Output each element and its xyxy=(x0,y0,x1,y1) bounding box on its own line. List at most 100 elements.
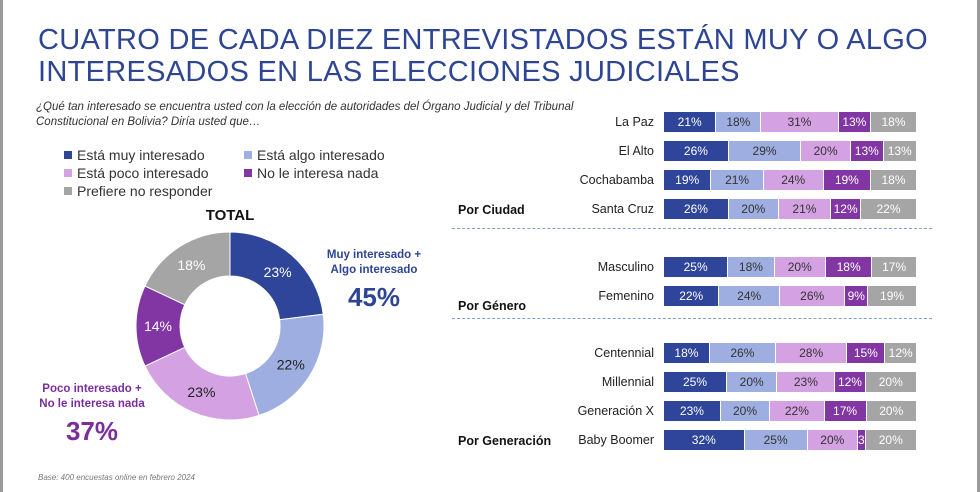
bar-segment-algo: 18% xyxy=(716,112,762,132)
bar-segment-nada: 13% xyxy=(838,112,872,132)
bar-segment-poco: 24% xyxy=(763,170,824,190)
callout-not-interested: Poco interesado + No le interesa nada 37… xyxy=(30,382,154,447)
donut-label-nr: 18% xyxy=(177,257,205,273)
bar-row: 19% 21% 24% 19% 18% xyxy=(664,170,916,190)
legend-item-nada: No le interesa nada xyxy=(244,164,378,182)
bar-segment-nada: 12% xyxy=(835,372,866,392)
bar-segment-algo: 29% xyxy=(728,141,802,161)
callout-interested-value: 45% xyxy=(347,282,401,312)
legend-label: No le interesa nada xyxy=(257,165,379,181)
bar-segment-algo: 21% xyxy=(711,170,764,190)
donut-label-nada: 14% xyxy=(144,318,172,334)
bar-segment-nada: 19% xyxy=(823,170,872,190)
group-label: Por Generación xyxy=(458,434,552,448)
row-label: Generación X xyxy=(577,404,654,418)
bar-segment-muy: 21% xyxy=(664,112,717,132)
bar-segment-poco: 22% xyxy=(770,401,825,421)
bar-segment-muy: 19% xyxy=(664,170,712,190)
group-divider xyxy=(452,228,932,229)
row-label: El Alto xyxy=(618,144,654,158)
donut-slice-nr xyxy=(144,231,231,306)
bar-segment-poco: 20% xyxy=(807,430,859,450)
bar-segment-nr: 22% xyxy=(861,199,916,219)
legend-item-muy: Está muy interesado xyxy=(64,146,205,164)
bar-row: 18% 26% 28% 15% 12% xyxy=(664,343,916,363)
donut-title: TOTAL xyxy=(205,207,255,224)
donut-label-algo: 22% xyxy=(277,357,305,373)
row-label: Santa Cruz xyxy=(591,202,654,216)
callout-not-interested-line2: No le interesa nada xyxy=(39,398,145,410)
bar-segment-nada: 13% xyxy=(851,141,884,161)
bar-segment-algo: 26% xyxy=(709,343,776,363)
row-label: Millennial xyxy=(601,375,654,389)
bar-segment-nada: 18% xyxy=(825,257,873,277)
bar-segment-nada: 15% xyxy=(847,343,886,363)
group-label: Por Género xyxy=(458,299,527,313)
base-note: Base: 400 encuestas online en febrero 20… xyxy=(38,473,196,482)
legend-swatch-nr xyxy=(64,187,72,195)
bar-segment-muy: 26% xyxy=(664,199,729,219)
bar-segment-poco: 31% xyxy=(761,112,839,132)
bar-segment-algo: 25% xyxy=(744,430,808,450)
row-label: Baby Boomer xyxy=(578,433,654,447)
bar-row: 21% 18% 31% 13% 18% xyxy=(664,112,916,132)
bar-row: 26% 20% 21% 12% 22% xyxy=(664,199,916,219)
legend-swatch-poco xyxy=(64,169,72,177)
bar-segment-poco: 23% xyxy=(777,372,836,392)
bar-segment-poco: 21% xyxy=(778,199,832,219)
bar-segment-nr: 12% xyxy=(885,343,916,363)
bar-row: 25% 20% 23% 12% 20% xyxy=(664,372,916,392)
bar-segment-algo: 18% xyxy=(728,257,775,277)
bar-row: 32%25%20%3%20% xyxy=(664,430,916,450)
bar-segment-nr: 17% xyxy=(872,257,916,277)
row-label: Femenino xyxy=(598,289,654,303)
bar-segment-muy: 18% xyxy=(664,343,710,363)
legend-swatch-muy xyxy=(64,151,72,159)
frame-right-border xyxy=(977,0,980,492)
donut-label-poco: 23% xyxy=(187,384,215,400)
group-divider xyxy=(452,318,932,319)
row-label: Cochabamba xyxy=(579,173,654,187)
bar-segment-nada: 9% xyxy=(845,286,869,306)
bar-segment-muy: 26% xyxy=(664,141,729,161)
bar-segment-muy: 32% xyxy=(664,430,745,450)
row-label: La Paz xyxy=(615,115,654,129)
legend-item-nr: Prefiere no responder xyxy=(64,182,212,200)
bar-segment-muy: 25% xyxy=(664,257,729,277)
bar-segment-poco: 20% xyxy=(801,141,852,161)
legend-swatch-algo xyxy=(244,151,252,159)
bar-segment-muy: 23% xyxy=(664,401,721,421)
group-label: Por Ciudad xyxy=(458,203,525,217)
bar-segment-algo: 20% xyxy=(727,372,778,392)
bar-segment-muy: 22% xyxy=(664,286,720,306)
donut-chart: 23% 22% 23% 14% 18% xyxy=(135,231,325,421)
legend-label: Está muy interesado xyxy=(77,147,205,163)
callout-interested: Muy interesado + Algo interesado 45% xyxy=(318,248,430,313)
bar-segment-algo: 20% xyxy=(728,199,779,219)
callout-interested-line1: Muy interesado + xyxy=(326,249,422,261)
bar-segment-muy: 25% xyxy=(664,372,727,392)
bar-row: 23% 20% 22% 17% 20% xyxy=(664,401,916,421)
row-label: Centennial xyxy=(594,346,654,360)
bar-segment-nr: 20% xyxy=(865,430,916,450)
bar-segment-nr: 20% xyxy=(866,401,916,421)
bar-segment-nr: 13% xyxy=(883,141,916,161)
row-label: Masculino xyxy=(597,260,654,274)
donut-label-muy: 23% xyxy=(264,264,292,280)
bar-row: 25% 18% 20% 18% 17% xyxy=(664,257,916,277)
legend-item-algo: Está algo interesado xyxy=(244,146,385,164)
bar-segment-nr: 18% xyxy=(871,170,916,190)
bar-segment-poco: 20% xyxy=(774,257,826,277)
bar-segment-nada: 17% xyxy=(824,401,867,421)
survey-question: ¿Qué tan interesado se encuentra usted c… xyxy=(36,101,574,128)
legend-swatch-nada xyxy=(244,169,252,177)
legend-label: Prefiere no responder xyxy=(77,183,213,199)
bar-row: 26% 29% 20% 13% 13% xyxy=(664,141,916,161)
callout-not-interested-line1: Poco interesado + xyxy=(42,383,142,395)
bar-segment-algo: 24% xyxy=(719,286,780,306)
bar-segment-nada: 12% xyxy=(831,199,862,219)
bar-segment-nada: 3% xyxy=(858,430,875,450)
bar-segment-nr: 18% xyxy=(871,112,916,132)
bar-segment-nr: 19% xyxy=(868,286,916,306)
bar-segment-poco: 28% xyxy=(775,343,848,363)
